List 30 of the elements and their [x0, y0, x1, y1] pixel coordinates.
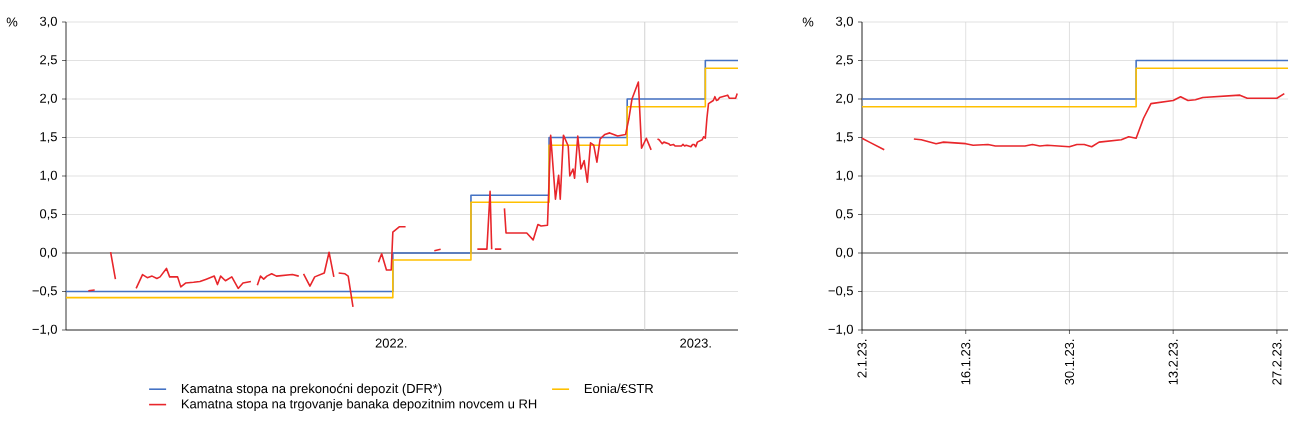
y-axis-title: %	[6, 17, 18, 27]
y-tick-label: 2,5	[836, 55, 853, 66]
y-tick-label: −1,0	[828, 324, 853, 336]
y-axis-title: %	[802, 17, 814, 27]
y-tick-label: −0,5	[828, 286, 853, 297]
y-tick-label: 1,5	[836, 132, 853, 143]
y-tick-label: 2,0	[836, 93, 853, 105]
x-tick-label: 2022.	[375, 338, 407, 348]
x-tick-label: 27.2.23.	[1272, 339, 1282, 385]
x-tick-label: 2023.	[680, 338, 711, 348]
y-tick-label: 0,5	[39, 209, 57, 220]
y-tick-label: 1,5	[40, 132, 57, 143]
y-tick-label: 2,0	[40, 93, 57, 105]
legend-label: Eonia/€STR	[584, 383, 654, 394]
x-tick-label: 2.1.23.	[857, 339, 867, 378]
y-tick-label: −1,0	[32, 324, 57, 336]
y-tick-label: 2,5	[40, 55, 57, 66]
y-tick-label: 3,0	[835, 16, 853, 28]
x-tick-label: 30.1.23.	[1064, 339, 1075, 385]
y-tick-label: 0,0	[835, 247, 853, 259]
x-tick-label: 13.2.23.	[1168, 339, 1178, 385]
legend-label: Kamatna stopa na prekonoćni depozit (DFR*)	[181, 383, 442, 396]
legend-label: Kamatna stopa na trgovanje banaka depozitnim novcem u RH	[181, 398, 537, 411]
y-tick-label: 1,0	[836, 170, 853, 182]
y-tick-label: 0,5	[835, 209, 853, 220]
y-tick-label: 0,0	[39, 247, 57, 259]
y-tick-label: −0,5	[32, 286, 57, 297]
y-tick-label: 3,0	[39, 16, 57, 28]
y-tick-label: 1,0	[40, 170, 57, 182]
x-tick-label: 16.1.23.	[961, 339, 971, 385]
